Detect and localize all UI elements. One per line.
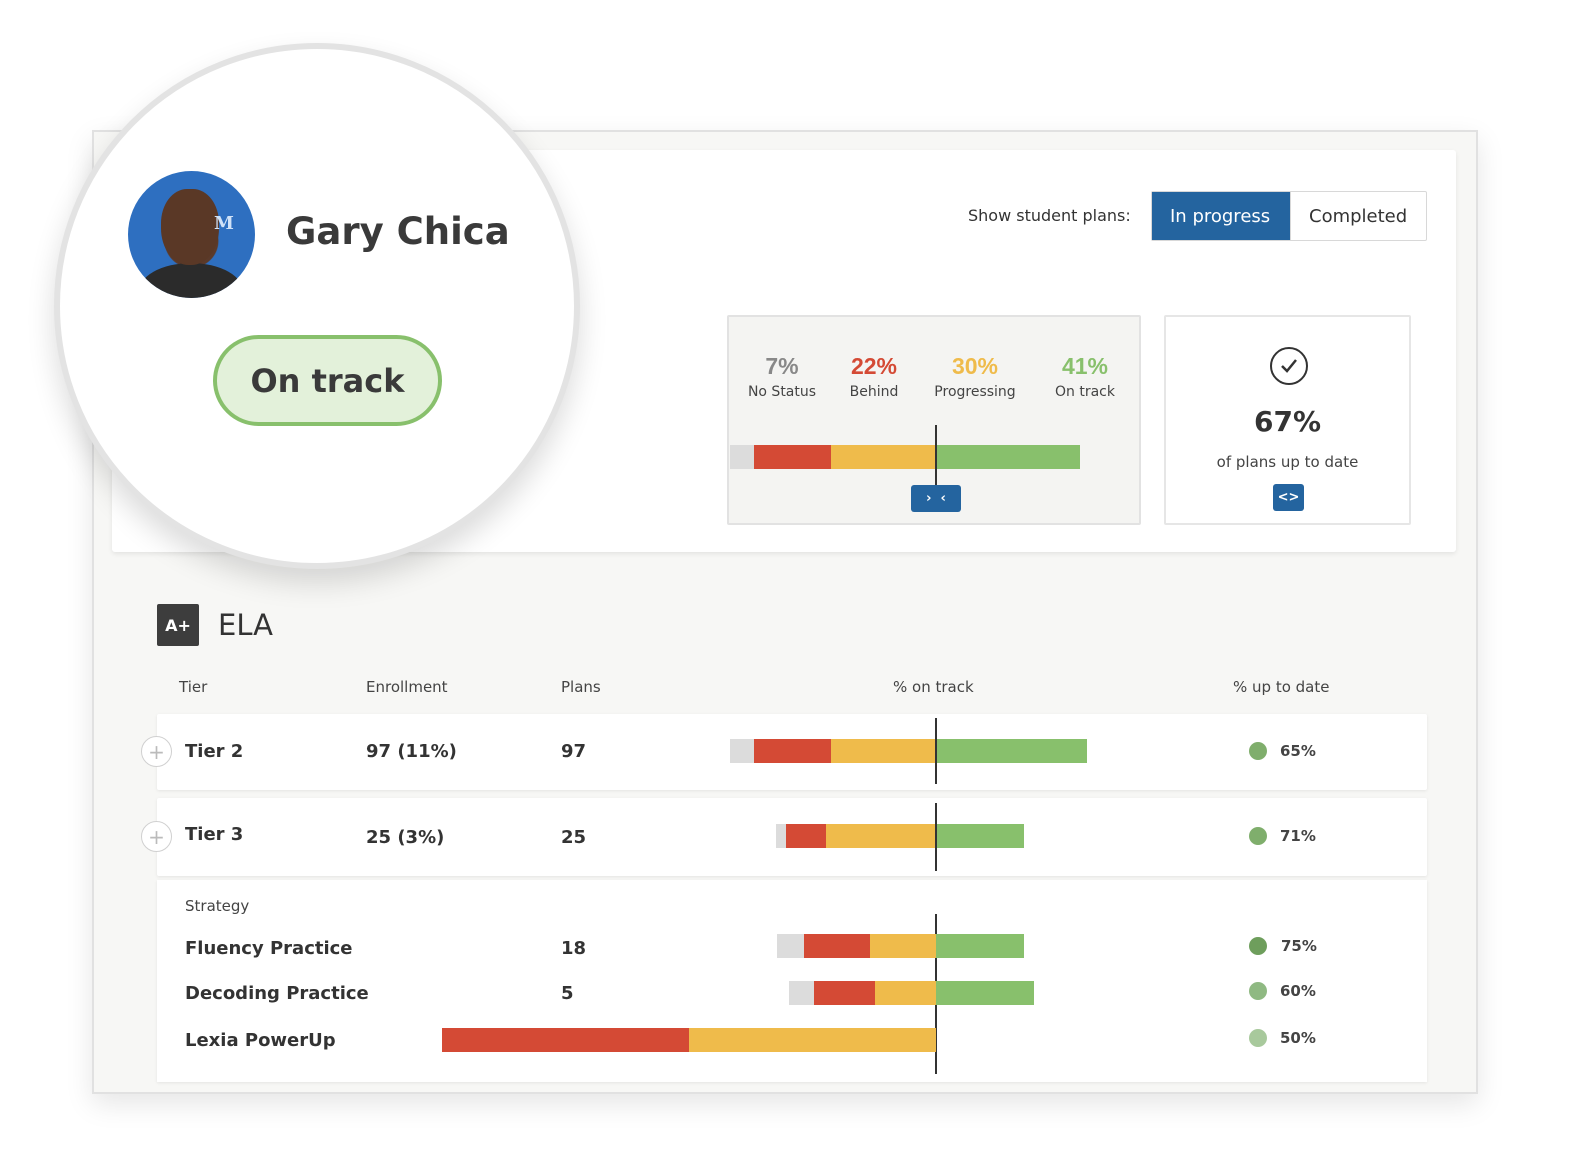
bar-axis [935,803,937,871]
stat-on-track: 41% On track [1035,353,1135,400]
behind-segment [803,934,870,958]
stat-behind: 22% Behind [824,353,924,400]
stat-label: Progressing [934,384,1016,400]
tier-enrollment: 97 (11%) [366,741,457,762]
student-magnifier-callout [54,43,580,569]
tier-progress-bar [776,824,1024,848]
behind-segment [442,1028,689,1052]
stat-pct: 7% [765,353,799,379]
strategy-up-to-date: 50% [1280,1029,1316,1047]
col-up-to-date: % up to date [1233,678,1330,696]
progressing-segment [831,739,936,763]
progressing-segment [831,445,936,469]
in-progress-button[interactable]: In progress [1152,192,1290,240]
tier-enrollment: 25 (3%) [366,827,445,848]
on-track-segment [936,981,1034,1005]
avatar-logo-letter: M [214,213,234,234]
tier-up-to-date: 71% [1280,827,1316,845]
behind-segment [754,739,831,763]
subject-badge: A+ [157,604,199,646]
status-dot [1249,742,1267,760]
progressing-segment [689,1028,936,1052]
expand-plus-icon[interactable]: + [141,821,172,852]
avatar-shoulders [138,263,244,298]
completed-button[interactable]: Completed [1290,192,1426,240]
no-status-segment [789,981,814,1005]
stat-pct: 41% [1061,353,1109,379]
show-plans-label: Show student plans: [968,206,1131,225]
tier-name: Tier 2 [185,741,244,762]
strategy-plans: 5 [561,983,574,1004]
checkmark-icon [1270,347,1308,385]
bar-axis [935,718,937,784]
no-status-segment [729,739,754,763]
stat-label: Behind [849,384,899,400]
subject-title: ELA [218,608,273,642]
stat-no-status: 7% No Status [732,353,832,400]
on-track-segment [935,934,1025,958]
tier-plans: 97 [561,741,587,762]
status-dot [1249,982,1267,1000]
plans-filter-toggle: In progress Completed [1151,191,1427,241]
tier-name: Tier 3 [185,824,244,845]
on-track-segment [936,824,1024,848]
no-status-segment [776,824,786,848]
no-status-segment [729,445,754,469]
tier-plans: 25 [561,827,587,848]
strategy-plans: 18 [561,938,587,959]
status-dot [1249,937,1267,955]
strategy-name[interactable]: Decoding Practice [185,983,369,1004]
up-to-date-pct: 67% [1253,405,1322,438]
tier-progress-bar [729,739,1087,763]
summary-progress-bar [729,445,1080,469]
strategy-up-to-date: 60% [1280,982,1316,1000]
stat-progressing: 30% Progressing [925,353,1025,400]
bar-axis [935,425,937,487]
col-tier: Tier [179,678,208,696]
behind-segment [754,445,831,469]
expand-button[interactable]: <> [1273,484,1304,511]
stat-label: No Status [747,384,817,400]
progressing-segment [874,981,936,1005]
avatar: M [128,171,255,298]
strategy-name[interactable]: Lexia PowerUp [185,1030,336,1051]
strategy-up-to-date: 75% [1281,937,1317,955]
student-name: Gary Chica [286,210,510,253]
code-brackets-icon: <> [1277,490,1300,505]
stat-pct: 22% [850,353,898,379]
progressing-segment [869,934,936,958]
strategy-name[interactable]: Fluency Practice [185,938,353,959]
strategy-progress-bar [789,981,1034,1005]
behind-segment [813,981,875,1005]
behind-segment [786,824,826,848]
chevrons-inward-icon: › ‹ [926,491,946,506]
status-dot [1249,827,1267,845]
up-to-date-label: of plans up to date [1216,453,1359,471]
avatar-face [161,189,219,265]
status-dot [1249,1029,1267,1047]
strategy-progress-bar [442,1028,936,1052]
strategy-header: Strategy [185,897,250,915]
strategy-progress-bar [776,934,1025,958]
tier-up-to-date: 65% [1280,742,1316,760]
col-plans: Plans [561,678,601,696]
collapse-bars-button[interactable]: › ‹ [911,485,961,512]
on-track-segment [936,739,1087,763]
stat-label: On track [1055,384,1115,400]
col-enrollment: Enrollment [366,678,448,696]
expand-plus-icon[interactable]: + [141,736,172,767]
status-badge: On track [213,335,442,426]
on-track-segment [936,445,1080,469]
stat-pct: 30% [951,353,999,379]
col-on-track: % on track [893,678,974,696]
no-status-segment [776,934,804,958]
progressing-segment [826,824,936,848]
